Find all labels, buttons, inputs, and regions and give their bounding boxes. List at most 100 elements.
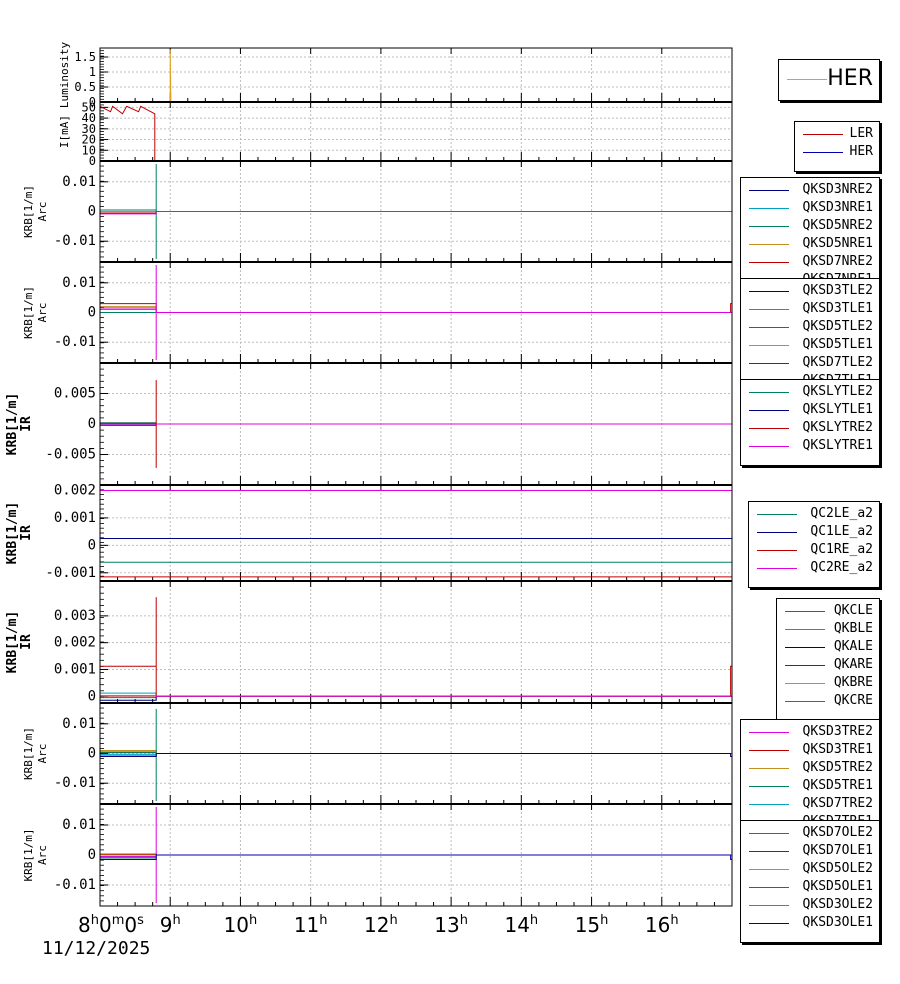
legend-item: QKSD5NRE2 [741,217,879,235]
legend-swatch [803,134,843,135]
legend-swatch [803,152,843,153]
legend-label: QC1LE_a2 [810,524,873,539]
legend-label: QKSD3TRE1 [802,742,873,757]
legend-item: QKBLE [777,620,879,638]
y-axis-label: KRB[1/m] [5,393,20,456]
legend-label: QKSD5NRE2 [802,218,873,233]
series-line-ler [99,105,732,162]
x-tick-label: 10h [224,913,258,937]
legend-item: HER [779,60,879,98]
series-line-qkare [100,597,732,697]
legend-swatch [757,514,797,515]
legend-item: QKSD5TRE2 [741,759,879,777]
legend-swatch [757,550,797,551]
legend-label: QKSD5TRE2 [802,760,873,775]
legend-label: QKSD3TLE1 [802,301,873,316]
legend-swatch [749,804,789,805]
y-axis-label: Arc [36,303,49,323]
legend-swatch [749,887,789,888]
y-tick-label: 0 [88,847,96,863]
y-tick-label: 0.001 [54,661,96,677]
x-tick-label: 14h [504,913,538,937]
legend-label: QKSD5TLE2 [802,319,873,334]
y-tick-label: 30 [82,122,96,136]
y-axis-label: Luminosity [58,42,71,109]
legend-swatch [785,611,825,612]
legend-swatch [749,392,789,393]
series-line-qksd7tle1 [100,265,732,360]
legend-swatch [749,851,789,852]
x-tick-label: 12h [364,913,398,937]
legend-item: QKSD3OLE2 [741,896,879,914]
y-tick-label: 0 [88,416,96,432]
legend-swatch [749,923,789,924]
legend-swatch [757,568,797,569]
y-axis-label: Arc [36,744,49,764]
legend-label: QKSD7OLE1 [802,843,873,858]
y-tick-label: 0 [88,305,96,321]
series-line-qksd3ole1 [100,854,732,860]
legend-item: QKSD3TLE2 [741,282,879,300]
legend-item: QKSD5OLE2 [741,860,879,878]
y-tick-label: 0.002 [54,482,96,498]
legend-label: QKSD5TLE1 [802,337,873,352]
legend-label: QKSLYTRE1 [802,438,873,453]
y-axis-label: Arc [36,202,49,222]
legend-swatch [749,208,789,209]
legend-box: QKCLE QKBLE QKALE QKARE QKBRE QKCRE [776,598,880,721]
y-tick-label: 0 [88,746,96,762]
legend-item: QKSD3OLE1 [741,914,879,932]
legend-item: QKSD5OLE1 [741,878,879,896]
legend-item: QKSD5TRE1 [741,777,879,795]
legend-label: QKSD5OLE2 [802,861,873,876]
y-tick-label: 0 [88,204,96,220]
legend-label: QKALE [833,639,873,654]
legend-item: QKSLYTRE2 [741,419,879,437]
legend-label: QC2RE_a2 [810,560,873,575]
legend-label: QKSD3TLE2 [802,283,873,298]
y-tick-label: 0.01 [62,817,96,833]
legend-label: QKSD5NRE1 [802,236,873,251]
legend-item: QKSD5NRE1 [741,235,879,253]
legend-label: HER [827,66,873,91]
legend-swatch [749,262,789,263]
legend-item: QC1LE_a2 [749,523,879,541]
legend-swatch [785,647,825,648]
legend-label: QKSD3NRE2 [802,182,873,197]
legend-item: QKSLYTRE1 [741,437,879,455]
panel-frame [99,47,733,103]
y-axis-label: KRB[1/m] [5,611,20,674]
legend-label: QKSD5TRE1 [802,778,873,793]
y-axis-label: KRB[1/m] [22,286,35,339]
legend-label: QKSD3OLE1 [802,915,873,930]
legend-label: QKBRE [833,675,873,690]
legend-box: QKSD7OLE2 QKSD7OLE1 QKSD5OLE2 QKSD5OLE1 QKSD… [740,820,880,943]
y-tick-label: 0.01 [62,716,96,732]
y-tick-label: 0.01 [62,174,96,190]
y-tick-label: 0.001 [54,510,96,526]
legend-item: QC2LE_a2 [749,505,879,523]
legend-swatch [749,410,789,411]
x-tick-label: 15h [575,913,609,937]
y-tick-label: 0 [89,154,96,168]
y-tick-label: 20 [82,133,96,147]
y-tick-label: 0.003 [54,608,96,624]
legend-item: QKARE [777,656,879,674]
legend-swatch [749,327,789,328]
legend-item: QKSD7TLE2 [741,354,879,372]
panel-frame [99,101,733,162]
y-tick-label: -0.01 [54,334,96,350]
y-tick-label: 0.002 [54,635,96,651]
y-axis-label: KRB[1/m] [22,829,35,882]
x-tick-label: 11h [294,913,328,937]
legend-swatch [749,732,789,733]
legend-item: QKSD7NRE2 [741,253,879,271]
y-tick-label: -0.001 [45,565,96,581]
series-line-qksd7tle2 [100,303,732,313]
legend-swatch [749,768,789,769]
legend-label: QKSD7TLE2 [802,355,873,370]
legend-swatch [785,701,825,702]
legend-swatch [749,869,789,870]
y-tick-label: 10 [82,143,96,157]
